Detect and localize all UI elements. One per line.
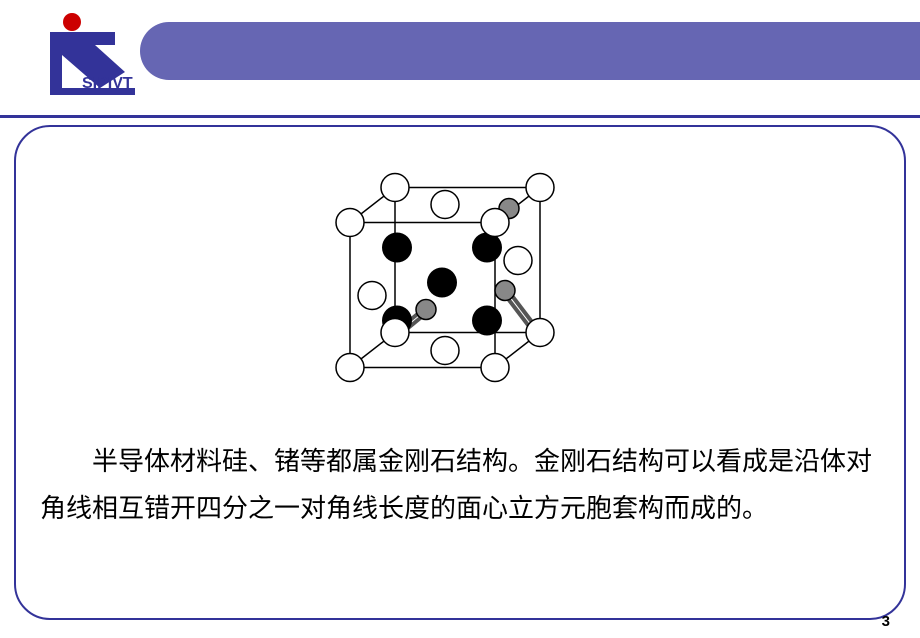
crystal-diagram: [290, 135, 600, 430]
page-number: 3: [882, 613, 890, 630]
body-text: 半导体材料硅、锗等都属金刚石结构。金刚石结构可以看成是沿体对角线相互错开四分之一…: [40, 438, 880, 532]
header-bar: [140, 22, 920, 80]
logo: SIPIVT: [20, 10, 145, 105]
header-divider: [0, 115, 920, 118]
logo-text: SIPIVT: [82, 75, 133, 92]
